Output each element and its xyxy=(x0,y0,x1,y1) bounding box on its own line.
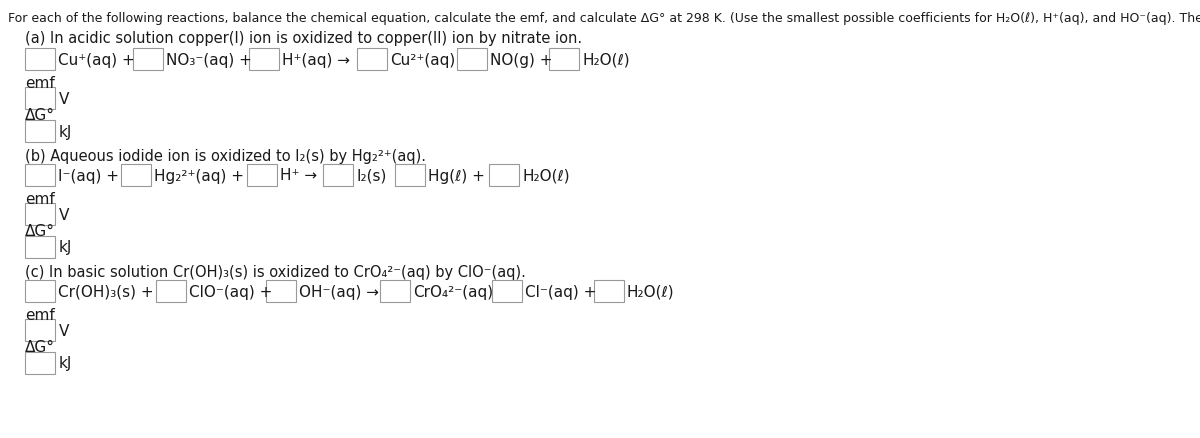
FancyBboxPatch shape xyxy=(490,165,520,187)
Text: H₂O(ℓ): H₂O(ℓ) xyxy=(522,168,570,183)
Text: OH⁻(aq) →: OH⁻(aq) → xyxy=(299,284,379,299)
Text: H⁺ →: H⁺ → xyxy=(280,168,317,183)
Text: kJ: kJ xyxy=(59,240,72,255)
FancyBboxPatch shape xyxy=(25,280,55,302)
FancyBboxPatch shape xyxy=(492,280,522,302)
FancyBboxPatch shape xyxy=(25,204,55,226)
Text: V: V xyxy=(59,91,70,106)
FancyBboxPatch shape xyxy=(121,165,151,187)
Text: ClO⁻(aq) +: ClO⁻(aq) + xyxy=(190,284,272,299)
Text: (a) In acidic solution copper(I) ion is oxidized to copper(II) ion by nitrate io: (a) In acidic solution copper(I) ion is … xyxy=(25,30,582,46)
Text: emf: emf xyxy=(25,307,55,322)
Text: H₂O(ℓ): H₂O(ℓ) xyxy=(628,284,674,299)
Text: H₂O(ℓ): H₂O(ℓ) xyxy=(582,53,630,67)
Text: I⁻(aq) +: I⁻(aq) + xyxy=(58,168,119,183)
Text: (b) Aqueous iodide ion is oxidized to I₂(s) by Hg₂²⁺(aq).: (b) Aqueous iodide ion is oxidized to I₂… xyxy=(25,149,426,164)
Text: NO₃⁻(aq) +: NO₃⁻(aq) + xyxy=(166,53,252,67)
Text: emf: emf xyxy=(25,191,55,206)
Text: ΔG°: ΔG° xyxy=(25,108,55,123)
Text: (c) In basic solution Cr(OH)₃(s) is oxidized to CrO₄²⁻(aq) by ClO⁻(aq).: (c) In basic solution Cr(OH)₃(s) is oxid… xyxy=(25,265,526,280)
FancyBboxPatch shape xyxy=(25,165,55,187)
FancyBboxPatch shape xyxy=(133,49,163,71)
FancyBboxPatch shape xyxy=(25,88,55,110)
FancyBboxPatch shape xyxy=(247,165,277,187)
FancyBboxPatch shape xyxy=(457,49,487,71)
Text: emf: emf xyxy=(25,75,55,90)
Text: Cu⁺(aq) +: Cu⁺(aq) + xyxy=(58,53,134,67)
Text: For each of the following reactions, balance the chemical equation, calculate th: For each of the following reactions, bal… xyxy=(8,12,1200,25)
Text: Cr(OH)₃(s) +: Cr(OH)₃(s) + xyxy=(58,284,154,299)
FancyBboxPatch shape xyxy=(250,49,278,71)
Text: CrO₄²⁻(aq): CrO₄²⁻(aq) xyxy=(413,284,493,299)
FancyBboxPatch shape xyxy=(25,121,55,143)
Text: Hg(ℓ) +: Hg(ℓ) + xyxy=(428,168,485,183)
FancyBboxPatch shape xyxy=(266,280,296,302)
Text: H⁺(aq) →: H⁺(aq) → xyxy=(282,53,350,67)
Text: ΔG°: ΔG° xyxy=(25,224,55,239)
FancyBboxPatch shape xyxy=(323,165,353,187)
FancyBboxPatch shape xyxy=(25,49,55,71)
Text: I₂(s): I₂(s) xyxy=(356,168,386,183)
FancyBboxPatch shape xyxy=(594,280,624,302)
Text: Cl⁻(aq) +: Cl⁻(aq) + xyxy=(526,284,596,299)
Text: Cu²⁺(aq): Cu²⁺(aq) xyxy=(390,53,455,67)
Text: kJ: kJ xyxy=(59,356,72,371)
Text: Hg₂²⁺(aq) +: Hg₂²⁺(aq) + xyxy=(154,168,244,183)
FancyBboxPatch shape xyxy=(550,49,580,71)
FancyBboxPatch shape xyxy=(25,352,55,374)
FancyBboxPatch shape xyxy=(395,165,425,187)
FancyBboxPatch shape xyxy=(156,280,186,302)
Text: V: V xyxy=(59,207,70,222)
Text: kJ: kJ xyxy=(59,124,72,139)
Text: NO(g) +: NO(g) + xyxy=(490,53,552,67)
FancyBboxPatch shape xyxy=(25,237,55,258)
Text: V: V xyxy=(59,323,70,338)
FancyBboxPatch shape xyxy=(25,319,55,341)
FancyBboxPatch shape xyxy=(380,280,410,302)
FancyBboxPatch shape xyxy=(358,49,386,71)
Text: ΔG°: ΔG° xyxy=(25,340,55,355)
